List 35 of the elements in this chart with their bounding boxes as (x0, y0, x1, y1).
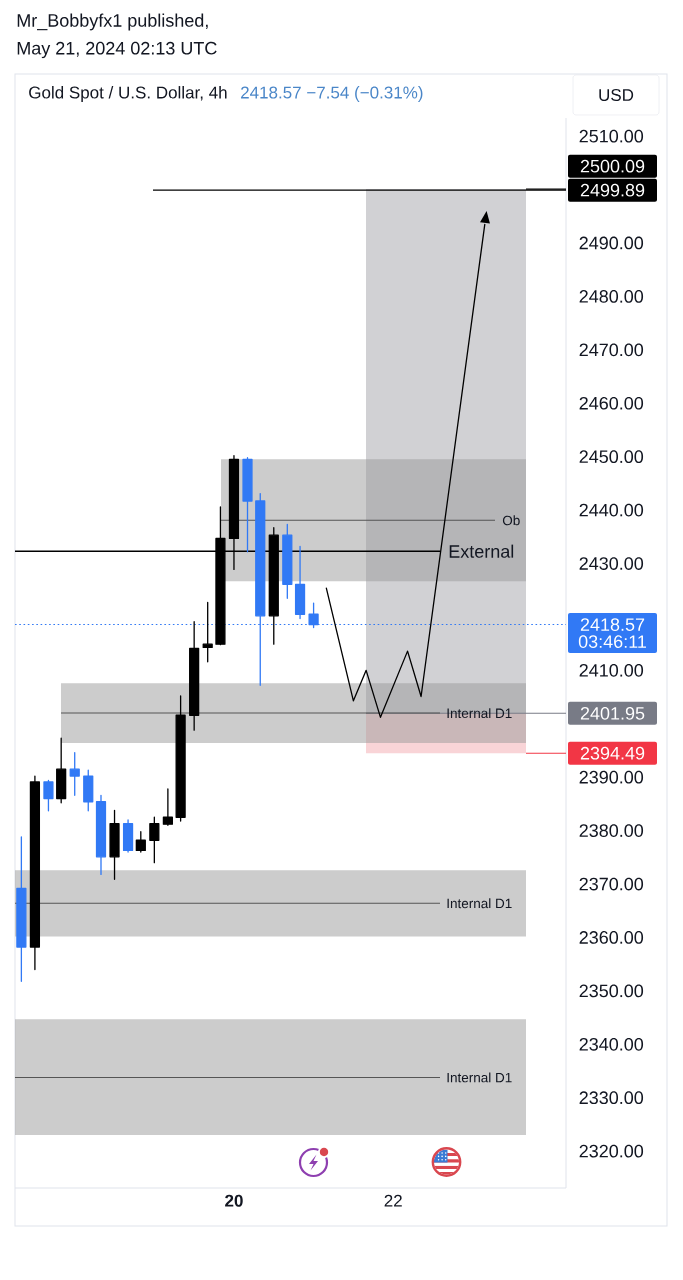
text: Mr_Bobbyfx1 published, (17, 13, 208, 31)
y-tick-label: 2410.00 (579, 663, 644, 677)
x-tick-label: 22 (384, 1194, 402, 1207)
y-tick-label: 2440.00 (579, 503, 644, 517)
ref-line-label: 2499.89 (580, 183, 645, 197)
text: May 21, 2024 02:13 UTC (17, 41, 217, 59)
text: 03:46:11 (578, 635, 646, 648)
y-tick-label: 2430.00 (579, 557, 644, 570)
y-tick-label: 2360.00 (579, 931, 644, 944)
y-tick-label: 2510.00 (579, 129, 644, 143)
y-tick-label: 2320.00 (579, 1144, 644, 1158)
y-tick-label: 2470.00 (579, 343, 644, 357)
y-tick-label: 2460.00 (579, 396, 644, 410)
y-tick-label: 2350.00 (579, 984, 644, 998)
y-tick-label: 2370.00 (579, 877, 644, 891)
x-tick-label: 20 (225, 1194, 243, 1207)
y-tick-label: 2480.00 (579, 290, 644, 303)
ref-line-label: Internal D1 (447, 1072, 512, 1083)
ref-line-label: Ob (502, 515, 520, 526)
y-tick-label: 2340.00 (579, 1037, 644, 1051)
chart-title: Gold Spot / U.S. Dollar, 4h (29, 86, 227, 102)
ref-line-label: Internal D1 (447, 898, 512, 909)
ref-line-label: 2418.57 (580, 618, 645, 631)
y-tick-label: 2330.00 (579, 1091, 644, 1105)
y-tick-label: 2390.00 (579, 770, 644, 784)
ref-line-label: External (449, 544, 514, 558)
ref-line-label: Internal D1 (447, 708, 512, 719)
y-tick-label: 2450.00 (579, 450, 644, 464)
y-tick-label: 2490.00 (579, 236, 644, 250)
ref-line-label: 2500.09 (580, 159, 645, 173)
ref-line-label: 2401.95 (580, 706, 645, 720)
ref-line-label: 2394.49 (580, 746, 645, 760)
text: USD (599, 88, 634, 102)
chart-subtitle: 2418.57 −7.54 (−0.31%) (241, 86, 423, 102)
y-tick-label: 2380.00 (579, 824, 644, 837)
